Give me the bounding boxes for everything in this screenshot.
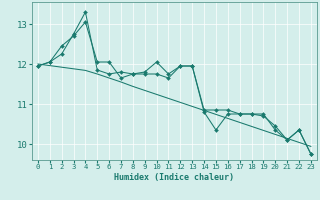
X-axis label: Humidex (Indice chaleur): Humidex (Indice chaleur) bbox=[115, 173, 234, 182]
